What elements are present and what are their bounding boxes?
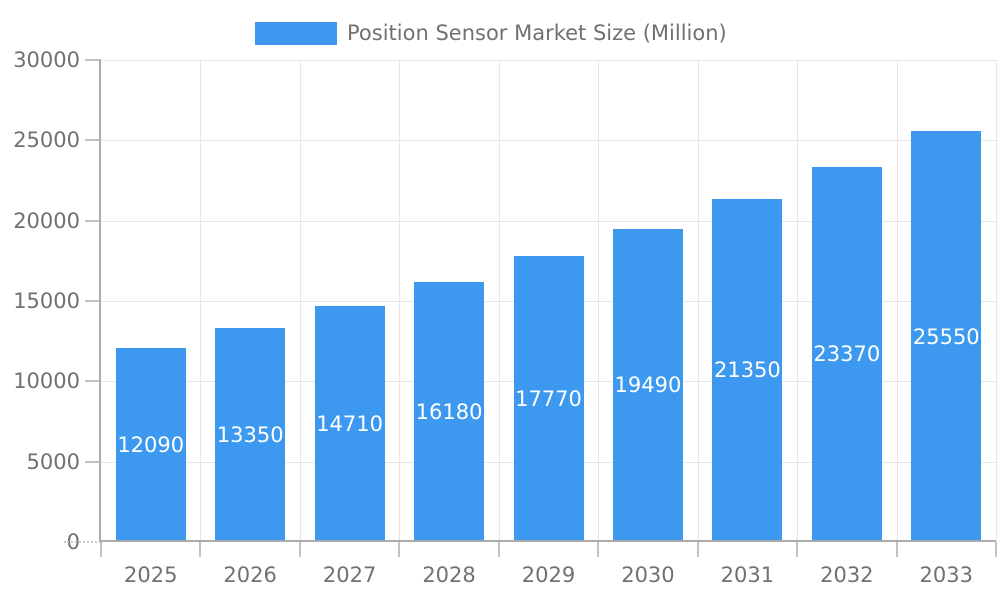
gridline-x-boundary-9	[996, 60, 997, 542]
x-axis-tick-1	[199, 542, 202, 557]
x-axis-label-2030: 2030	[621, 563, 675, 587]
gridline-x-boundary-1	[200, 60, 202, 542]
y-axis-tick-10000	[85, 380, 101, 383]
y-axis-tick-25000	[85, 139, 101, 142]
gridline-y-25000	[101, 140, 996, 142]
bar-2032[interactable]	[811, 166, 882, 542]
bar-2028[interactable]	[414, 282, 485, 542]
gridline-x-boundary-8	[896, 60, 898, 542]
x-axis-tick-3	[398, 542, 401, 557]
y-axis-label-25000: 25000	[13, 128, 80, 153]
x-axis-tick-8	[895, 542, 898, 557]
gridline-x-boundary-5	[598, 60, 600, 542]
bar-2030[interactable]	[612, 228, 683, 542]
x-axis-label-2033: 2033	[919, 563, 973, 587]
x-axis-tick-2	[298, 542, 301, 557]
legend-label: Position Sensor Market Size (Million)	[347, 21, 727, 45]
x-axis-tick-0	[100, 542, 102, 557]
y-axis-tick-5000	[85, 460, 101, 463]
x-axis-label-2029: 2029	[521, 563, 576, 587]
y-axis-label-30000: 30000	[13, 48, 80, 72]
gridline-y-30000	[101, 60, 996, 61]
legend-item[interactable]: Position Sensor Market Size (Million)	[255, 22, 727, 45]
x-axis-tick-9	[995, 542, 997, 557]
legend-swatch	[255, 22, 337, 45]
x-axis-tick-7	[796, 542, 799, 557]
gridline-x-boundary-7	[797, 60, 799, 542]
x-axis-label-2028: 2028	[422, 563, 476, 587]
y-axis-tick-30000	[85, 59, 101, 61]
bar-2033[interactable]	[911, 131, 982, 542]
x-axis-tick-5	[597, 542, 600, 557]
x-axis-label-2026: 2026	[223, 563, 277, 587]
x-axis-line	[99, 540, 996, 542]
y-axis-tick-20000	[85, 219, 101, 222]
x-axis-label-2032: 2032	[820, 563, 874, 587]
x-axis-label-2025: 2025	[123, 563, 178, 587]
gridline-x-boundary-2	[299, 60, 301, 542]
y-axis-label-20000: 20000	[13, 208, 80, 233]
x-axis-label-2027: 2027	[322, 563, 377, 587]
y-axis-tick-15000	[85, 300, 101, 302]
bar-2025[interactable]	[115, 347, 186, 542]
x-axis-tick-4	[497, 542, 500, 557]
x-axis-tick-6	[696, 542, 699, 557]
x-axis-label-2031: 2031	[720, 563, 775, 587]
y-axis-label-5000: 5000	[26, 449, 80, 474]
bar-2031[interactable]	[712, 198, 783, 542]
bar-2027[interactable]	[314, 305, 385, 542]
y-axis-tick-0	[64, 541, 101, 543]
y-axis-label-10000: 10000	[13, 369, 80, 394]
bar-2026[interactable]	[215, 327, 286, 542]
gridline-x-boundary-6	[697, 60, 699, 542]
gridline-x-boundary-3	[399, 60, 401, 542]
gridline-y-20000	[101, 220, 996, 222]
y-axis-line	[99, 60, 101, 542]
gridline-x-boundary-4	[498, 60, 500, 542]
y-axis-label-15000: 15000	[13, 289, 80, 313]
bar-2029[interactable]	[513, 256, 584, 542]
